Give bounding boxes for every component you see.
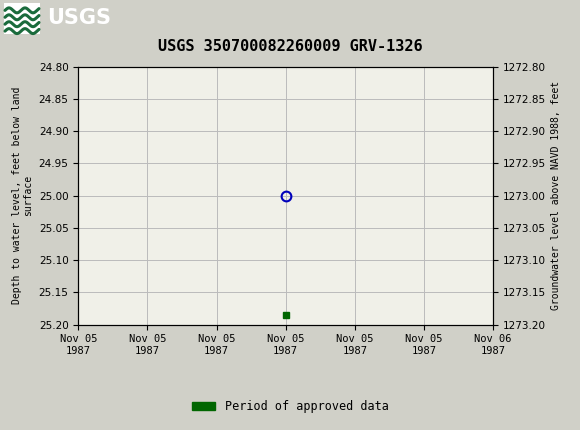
Bar bbox=[4, 3, 40, 34]
Text: USGS: USGS bbox=[47, 8, 111, 28]
Legend: Period of approved data: Period of approved data bbox=[187, 395, 393, 418]
Text: USGS 350700082260009 GRV-1326: USGS 350700082260009 GRV-1326 bbox=[158, 39, 422, 54]
Y-axis label: Groundwater level above NAVD 1988, feet: Groundwater level above NAVD 1988, feet bbox=[552, 81, 561, 310]
Y-axis label: Depth to water level, feet below land
surface: Depth to water level, feet below land su… bbox=[12, 87, 33, 304]
